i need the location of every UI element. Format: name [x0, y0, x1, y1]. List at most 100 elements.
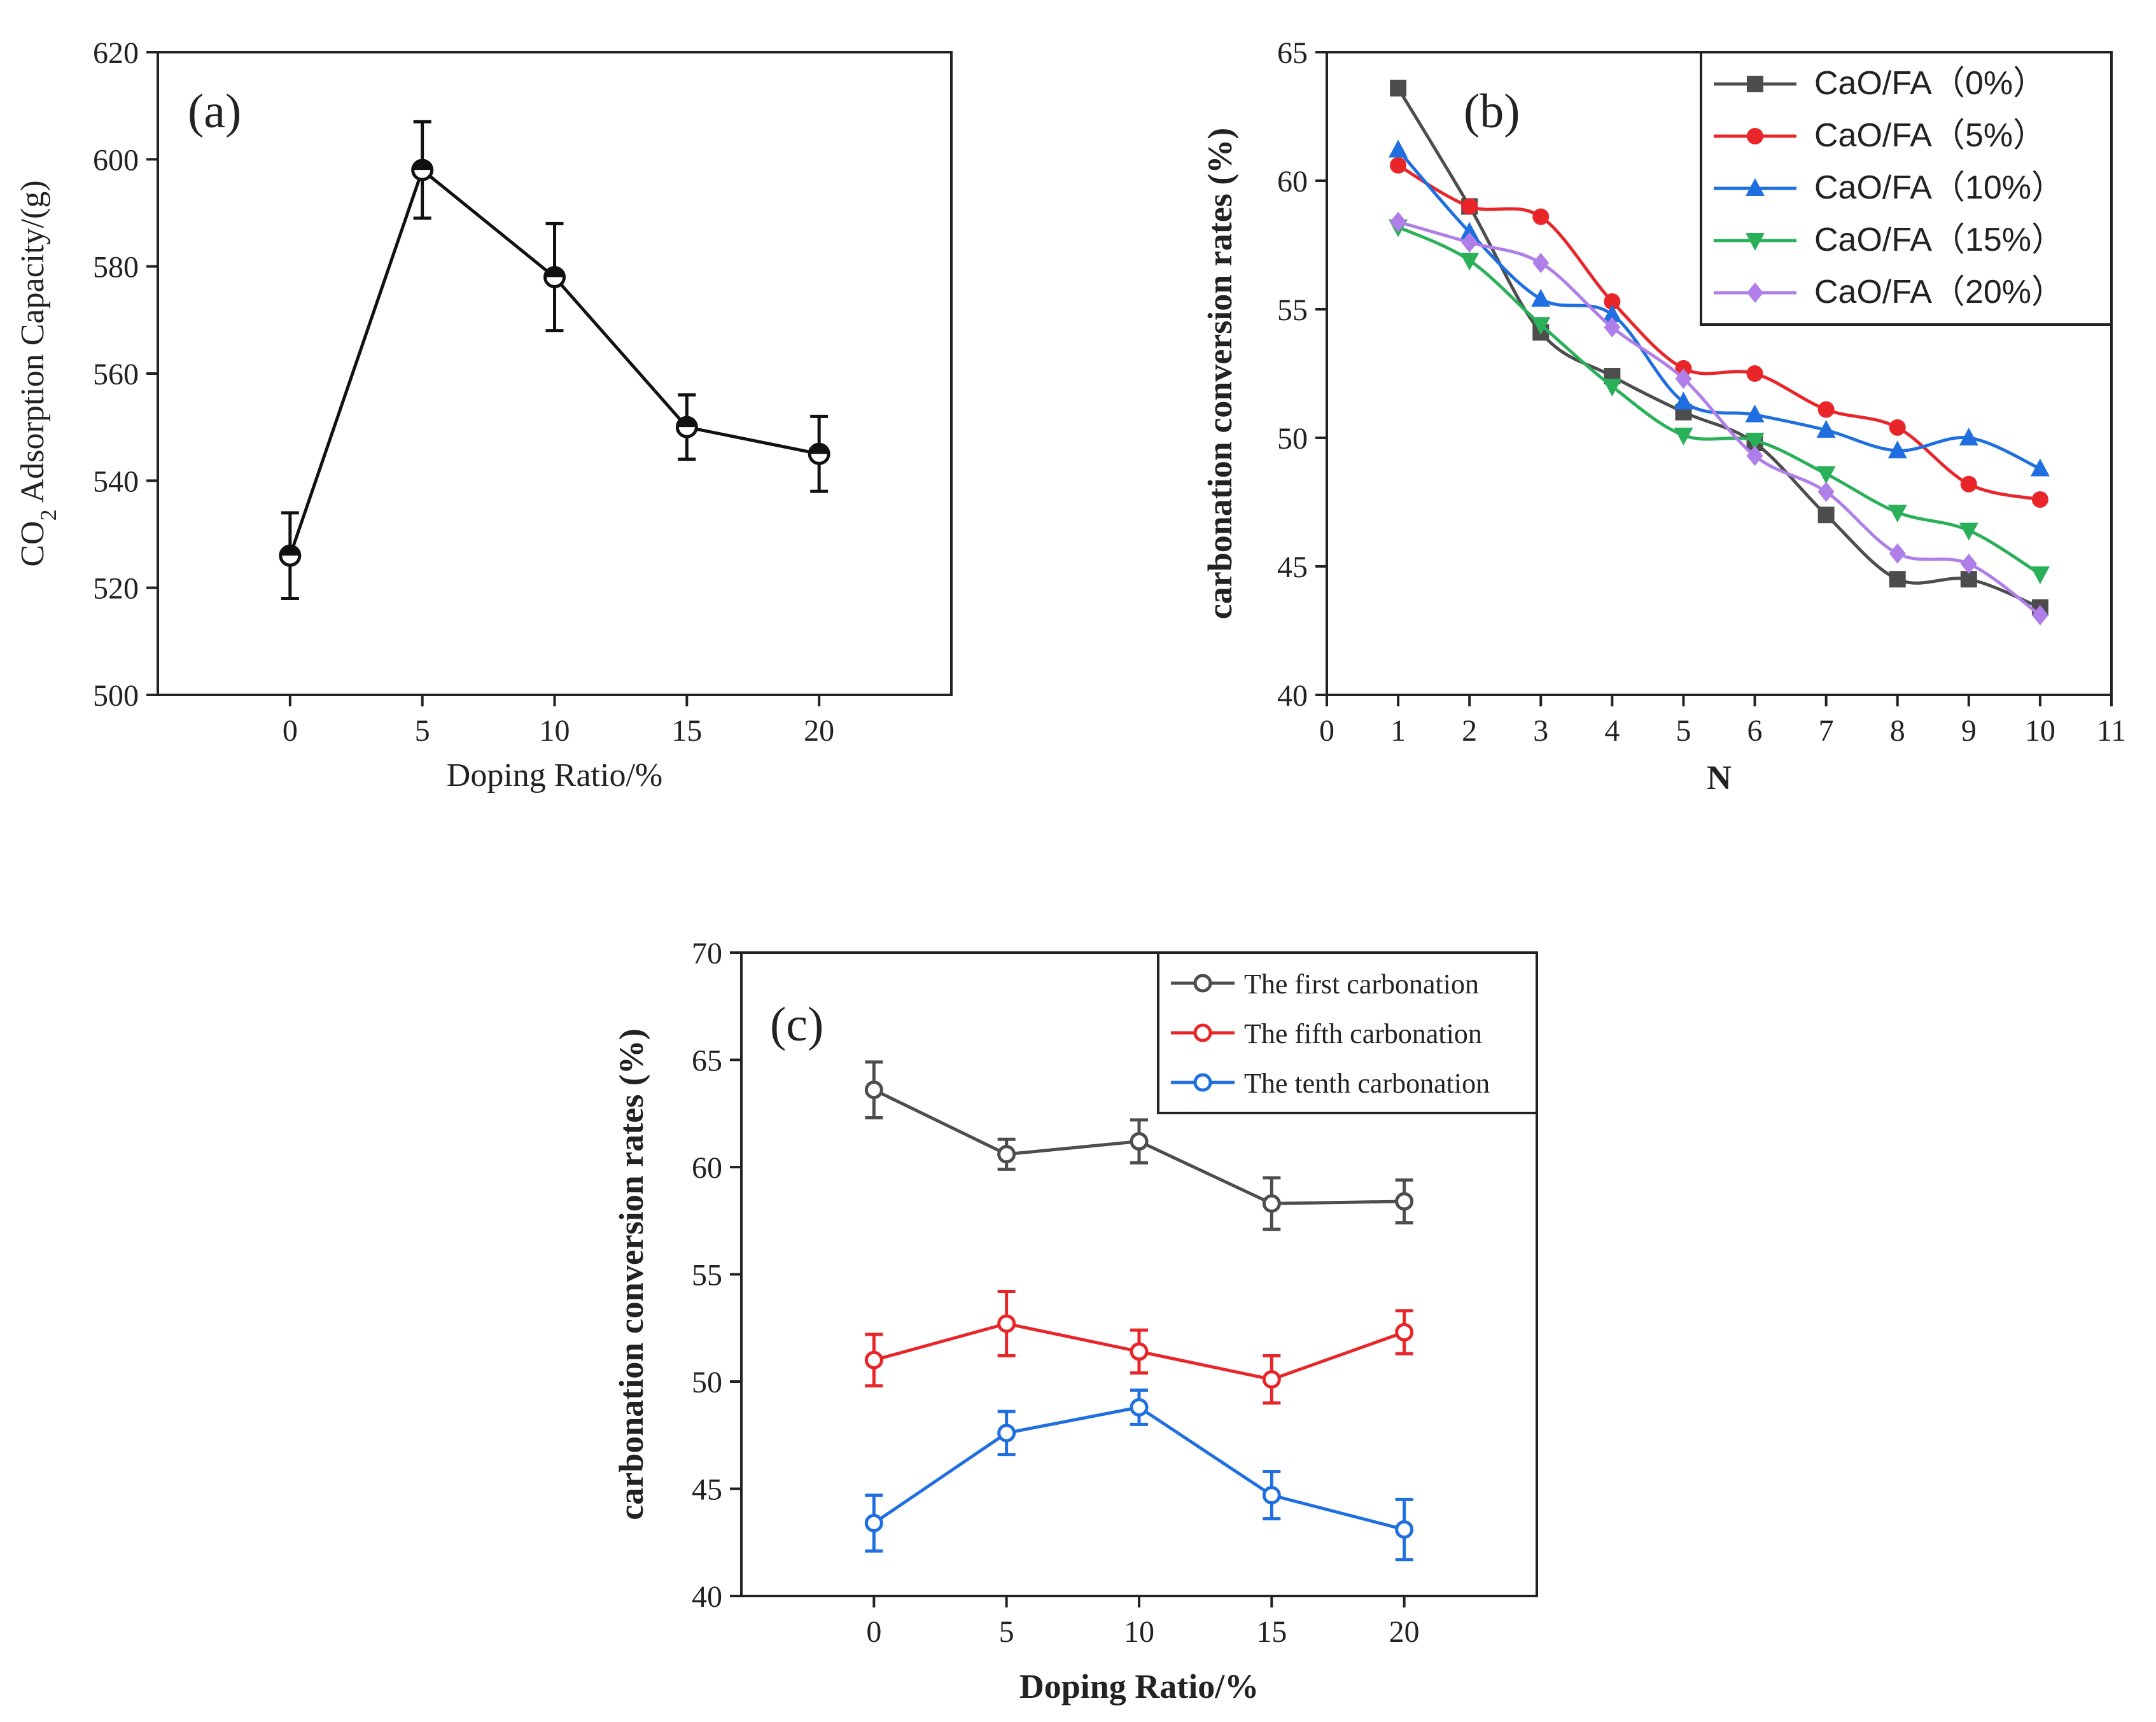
panel-b-y-tick-label: 55	[1277, 293, 1308, 327]
panel-b-tag: (b)	[1464, 85, 1520, 138]
panel-b-x-tick-label: 9	[1961, 714, 1977, 748]
panel-a-data-point-fill	[809, 444, 829, 454]
panel-c-conversion-vs-doping: 0 5 10 15 20 40 45 50 55 60 65 70 Doping Ratio/% carb…	[612, 937, 1538, 1705]
panel-c-y-tick-label: 70	[692, 937, 722, 970]
panel-a-y-tick-label: 620	[93, 36, 139, 70]
panel-a-series-0	[279, 120, 830, 600]
panel-b-series-1	[1390, 157, 2048, 508]
panel-c-x-axis-label: Doping Ratio/%	[1019, 1667, 1259, 1705]
panel-c-tag: (c)	[770, 998, 823, 1051]
panel-b-data-point	[1674, 391, 1693, 410]
panel-a-x-tick-label: 15	[671, 714, 702, 748]
panel-b-data-point	[1959, 428, 1978, 445]
panel-c-data-point	[1395, 1520, 1414, 1539]
panel-c-x-tick-label: 20	[1389, 1615, 1420, 1649]
panel-a-y-tick-label: 520	[93, 572, 139, 606]
panel-b-y-tick-label: 45	[1277, 550, 1308, 584]
panel-b-data-point	[1816, 419, 1836, 438]
panel-c-legend-entry: The fifth carbonation	[1244, 1018, 1482, 1049]
panel-b-x-tick-label: 1	[1390, 714, 1406, 748]
panel-b-x-tick-label: 5	[1676, 714, 1691, 748]
panel-b-data-point	[1460, 253, 1480, 271]
panel-c-data-point	[1130, 1342, 1149, 1361]
panel-b-x-tick-label: 7	[1819, 714, 1834, 748]
panel-b-x-tick-label: 11	[2097, 714, 2126, 748]
panel-b-data-point	[1745, 433, 1765, 451]
panel-c-data-point	[864, 1081, 883, 1100]
panel-c-legend-entry: The tenth carbonation	[1244, 1068, 1490, 1099]
panel-b-legend-entry: CaO/FA（10%）	[1814, 169, 2064, 206]
panel-b-x-tick-label: 8	[1890, 714, 1905, 748]
panel-b-data-point	[1889, 571, 1906, 588]
panel-c-data-point	[1262, 1486, 1281, 1505]
panel-a-tag: (a)	[188, 85, 241, 138]
panel-a-x-tick-label: 10	[540, 714, 570, 748]
panel-a-y-tick-label: 600	[93, 143, 139, 177]
panel-b-y-axis-label: carbonation conversion rates (%)	[1201, 128, 1239, 619]
panel-b-data-point	[1390, 157, 1407, 174]
panel-b-data-point	[1817, 507, 1835, 524]
panel-a-data-point-fill	[545, 267, 564, 277]
panel-b-data-point	[1604, 317, 1621, 338]
panel-b-data-point	[1675, 360, 1692, 377]
panel-b-data-point	[1602, 304, 1622, 323]
panel-b-legend-swatch-marker	[1747, 283, 1763, 303]
panel-b-data-point	[2030, 458, 2050, 477]
panel-c-y-tick-label: 65	[692, 1044, 722, 1078]
panel-b-data-point	[1674, 427, 1693, 445]
panel-c-data-point	[997, 1314, 1016, 1333]
panel-b-data-point	[1461, 198, 1478, 215]
panel-b-x-tick-label: 2	[1462, 714, 1477, 748]
panel-b-y-tick-label: 50	[1277, 422, 1308, 456]
panel-c-legend-swatch-marker	[1193, 974, 1212, 993]
panel-c-series-2	[864, 1388, 1414, 1562]
panel-b-data-point	[1817, 481, 1835, 502]
panel-a-y-tick-label: 540	[93, 465, 139, 498]
panel-b-series-1-line	[1397, 164, 2041, 501]
panel-c-y-tick-label: 50	[692, 1366, 722, 1399]
panel-a-y-tick-label: 500	[93, 679, 139, 713]
y-label-chem-formula: CO	[15, 521, 51, 566]
panel-b-x-tick-label: 6	[1747, 714, 1763, 748]
panel-b-data-point	[1960, 553, 1977, 574]
panel-a-data-point-fill	[677, 417, 697, 428]
panel-a-y-tick-label: 560	[93, 358, 139, 391]
panel-c-x-tick-label: 15	[1256, 1615, 1287, 1649]
panel-b-data-point	[1532, 253, 1550, 274]
panel-c-data-point	[997, 1424, 1016, 1443]
panel-c-data-point	[1262, 1370, 1281, 1389]
panel-b-legend-swatch-marker	[1747, 76, 1763, 92]
panel-b-legend-swatch-marker	[1746, 233, 1765, 251]
panel-c-y-tick-label: 60	[692, 1151, 722, 1185]
panel-a-plot-frame	[157, 51, 953, 696]
panel-b-legend-entry: CaO/FA（20%）	[1814, 274, 2064, 311]
panel-b-series-4-line	[1397, 220, 2041, 617]
panel-b-y-tick-label: 40	[1277, 679, 1308, 713]
panel-b-y-tick-label: 60	[1277, 165, 1308, 199]
panel-b-data-point	[1745, 404, 1765, 423]
panel-c-legend-box	[1157, 951, 1538, 1114]
panel-b-data-point	[1461, 232, 1478, 253]
panel-a-y-tick-label: 580	[93, 251, 139, 284]
panel-b-x-tick-label: 10	[2025, 714, 2055, 748]
panel-b-legend-swatch-marker	[1747, 128, 1763, 144]
panel-c-series-1	[864, 1289, 1414, 1405]
panel-b-data-point	[1675, 368, 1692, 389]
panel-b-data-point	[1602, 379, 1622, 397]
panel-b-data-point	[1960, 475, 1977, 493]
panel-b-x-axis-label: N	[1707, 759, 1732, 797]
panel-b-data-point	[2031, 605, 2048, 626]
panel-c-data-point	[864, 1350, 883, 1369]
panel-b-x-tick-label: 0	[1319, 714, 1334, 748]
panel-c-legend: The first carbonation The fifth carbonati…	[1157, 951, 1538, 1114]
panel-b-data-point	[1887, 440, 1907, 459]
panel-c-data-point	[1395, 1322, 1414, 1341]
panel-b-y-tick-label: 65	[1277, 36, 1308, 70]
panel-b-data-point	[1959, 522, 1978, 541]
panel-c-legend-entry: The first carbonation	[1244, 969, 1479, 1000]
panel-b-x-tick-label: 3	[1533, 714, 1548, 748]
panel-b-legend: CaO/FA（0%） CaO/FA（5%） CaO/FA（10%） CaO/FA（15…	[1700, 51, 2113, 326]
panel-b-data-point	[1887, 505, 1907, 523]
panel-c-data-point	[1130, 1397, 1149, 1417]
